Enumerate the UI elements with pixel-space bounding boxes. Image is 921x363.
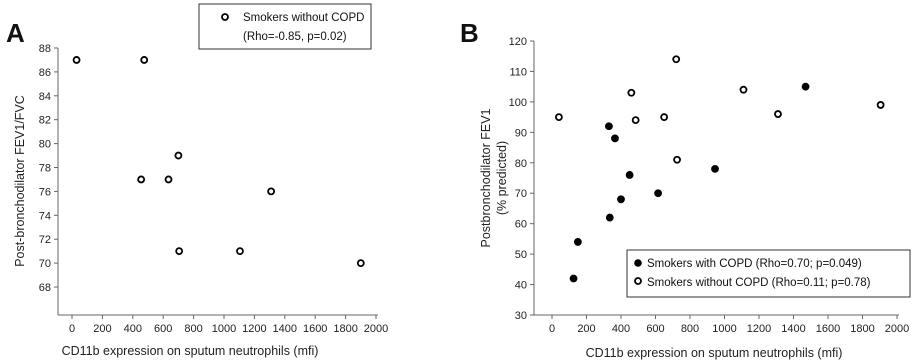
y-tick-label: 82 [39,115,51,127]
chart-b-y-label-line2: (% predicted) [495,141,509,215]
legend-filled-circle-icon [634,259,642,267]
chart-a-x-label: CD11b expression on sputum neutrophils (… [62,344,319,358]
data-point-open [164,175,173,184]
x-tick-label: 0 [549,323,555,335]
y-tick-label: 40 [515,280,527,292]
x-tick-label: 1800 [850,323,874,335]
data-point-filled [801,82,810,91]
x-tick-label: 400 [124,323,142,335]
data-point-open [140,56,149,64]
data-point-open [739,85,748,94]
x-tick-label: 1200 [242,323,266,335]
data-point-open [267,187,276,196]
chart-b-legend-box [626,249,911,298]
chart-a-legend-stat: (Rho=-0.85, p=0.02) [243,31,347,43]
x-tick-label: 200 [93,323,111,335]
x-tick-label: 600 [154,323,172,335]
data-point-filled [605,213,614,222]
data-point-open [236,247,244,256]
data-point-filled [573,238,582,246]
data-point-open [175,247,184,256]
y-tick-label: 50 [515,249,527,261]
y-tick-label: 86 [39,67,51,79]
chart-a: A 68 70 72 74 76 78 80 82 84 86 88 0 200 400 600 800 10… [6,3,388,358]
y-tick-label: 80 [39,139,51,151]
x-tick-label: 1800 [333,323,357,335]
data-point-open [356,259,365,268]
x-tick-label: 1000 [712,323,736,335]
y-tick-label: 110 [509,66,527,78]
x-tick-label: 1400 [273,323,297,335]
y-tick-label: 88 [39,43,51,55]
x-tick-label: 400 [612,323,630,335]
data-point-open [72,56,81,64]
x-tick-label: 1000 [212,323,236,335]
data-point-open [660,113,669,122]
y-tick-label: 72 [39,234,51,246]
data-point-open [174,151,183,160]
data-point-open [673,155,681,164]
data-point-open [137,175,146,184]
y-tick-label: 90 [515,127,527,139]
chart-a-legend: Smokers without COPD (Rho=-0.85, p=0.02) [198,3,372,50]
data-point-open [774,110,782,118]
y-tick-label: 70 [39,258,51,270]
chart-b-legend-nocopd: Smokers without COPD (Rho=0.11; p=0.78) [647,277,871,289]
chart-a-legend-box [198,3,372,50]
x-tick-label: 800 [184,323,202,335]
x-tick-label: 1200 [747,323,771,335]
x-tick-label: 1600 [303,323,327,335]
x-tick-label: 2000 [885,323,909,335]
chart-b-x-label: CD11b expression on sputum neutrophils (… [586,346,843,360]
y-tick-label: 80 [515,158,527,170]
y-tick-label: 84 [39,91,51,103]
y-tick-label: 120 [509,36,527,48]
x-tick-label: 2000 [364,323,388,335]
chart-a-legend-name: Smokers without COPD [243,12,364,24]
data-point-filled [711,164,719,173]
panel-label-b: B [460,18,479,48]
data-point-open [555,113,563,122]
panel-label-a: A [6,18,25,48]
legend-open-circle-icon [221,13,229,21]
y-tick-label: 60 [515,219,527,231]
data-point-filled [569,274,578,283]
data-point-filled [617,195,625,204]
data-point-open [876,101,885,109]
chart-b-y-label-line1: Postbronchodilator FEV1 [479,108,493,247]
chart-b-legend: Smokers with COPD (Rho=0.70; p=0.049) Sm… [626,249,911,298]
data-point-open [672,55,681,64]
y-tick-label: 74 [39,210,51,222]
x-tick-label: 200 [577,323,595,335]
x-tick-label: 800 [681,323,699,335]
chart-b-legend-copd: Smokers with COPD (Rho=0.70; p=0.049) [647,258,862,270]
y-tick-label: 76 [39,186,51,198]
y-tick-label: 78 [39,163,51,175]
chart-a-y-label: Post-bronchodilator FEV1/FVC [13,95,27,267]
y-tick-label: 70 [515,188,527,200]
x-tick-label: 1400 [781,323,805,335]
y-tick-label: 100 [509,97,527,109]
data-point-open [627,88,636,97]
y-tick-label: 30 [515,310,527,322]
x-tick-label: 0 [69,323,75,335]
x-tick-label: 1600 [816,323,840,335]
y-tick-label: 68 [39,282,51,294]
chart-b: B 30 40 50 60 70 80 90 100 110 120 0 200 400 600 800 1… [460,18,911,360]
x-tick-label: 600 [646,323,664,335]
data-point-filled [625,171,634,179]
legend-open-circle-icon [634,277,642,285]
data-point-filled [605,122,613,131]
data-point-filled [611,134,619,143]
data-point-filled [654,189,662,198]
data-point-open [631,116,640,125]
